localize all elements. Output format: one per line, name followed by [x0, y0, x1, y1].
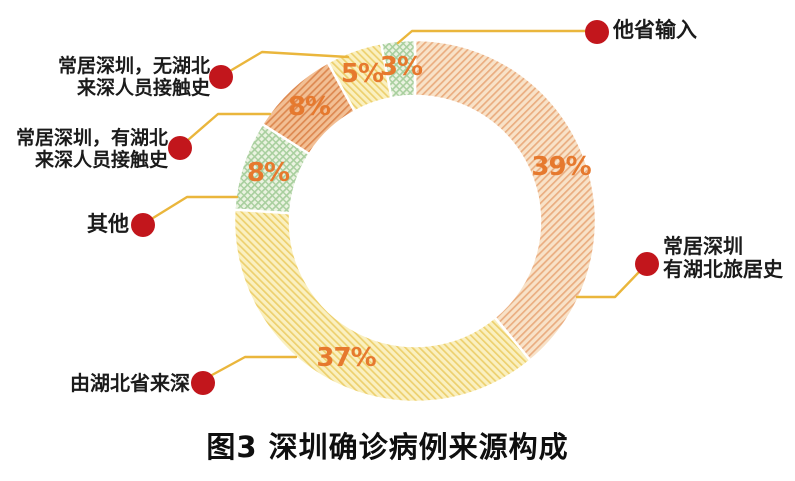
slice-pct-label-3: 3%	[379, 52, 423, 82]
marker-dot-other	[131, 213, 155, 237]
slice-pct-label-39: 39%	[531, 152, 591, 182]
callout-resident-hubei-travel: 常居深圳 有湖北旅居史	[663, 235, 783, 281]
callout-other: 其他	[87, 212, 129, 236]
callout-resident-with-hubei-contact: 常居深圳，有湖北 来深人员接触史	[0, 127, 168, 171]
slice-pct-label-5: 5%	[340, 59, 384, 89]
marker-dot-resident-hubei-travel	[635, 252, 659, 276]
leader-line-other	[151, 195, 239, 220]
callout-line: 常居深圳，有湖北	[15, 127, 168, 149]
callout-line: 来深人员接触史	[76, 77, 210, 99]
callout-other-province: 他省输入	[613, 18, 697, 42]
callout-line: 有湖北旅居史	[663, 257, 783, 281]
slice-pct-label-8-other: 8%	[246, 158, 290, 188]
donut-slice-5	[379, 38, 417, 100]
leader-line-resident-with-hubei-contact	[186, 112, 272, 142]
leader-line-other-province	[396, 29, 588, 45]
slice-pct-label-8-contact: 8%	[287, 92, 331, 122]
figure-title: 图3 深圳确诊病例来源构成	[206, 430, 569, 464]
callout-resident-no-hubei-contact: 常居深圳，无湖北 来深人员接触史	[20, 55, 210, 99]
marker-dot-from-hubei	[191, 371, 215, 395]
leader-lines	[151, 29, 641, 377]
callout-line: 常居深圳	[663, 234, 743, 258]
callout-from-hubei: 由湖北省来深	[70, 371, 190, 395]
marker-dot-resident-with-hubei-contact	[168, 136, 192, 160]
leader-line-resident-hubei-travel	[575, 270, 641, 299]
callout-line: 来深人员接触史	[34, 149, 168, 171]
leader-line-from-hubei	[210, 355, 298, 377]
callout-line: 常居深圳，无湖北	[57, 55, 210, 77]
leader-line-resident-no-hubei-contact	[228, 50, 350, 73]
slice-pct-label-37: 37%	[316, 343, 376, 373]
donut-slice-1	[232, 208, 533, 404]
marker-dot-resident-no-hubei-contact	[209, 65, 233, 89]
marker-dot-other-province	[585, 20, 609, 44]
donut-slice-0	[413, 38, 598, 363]
